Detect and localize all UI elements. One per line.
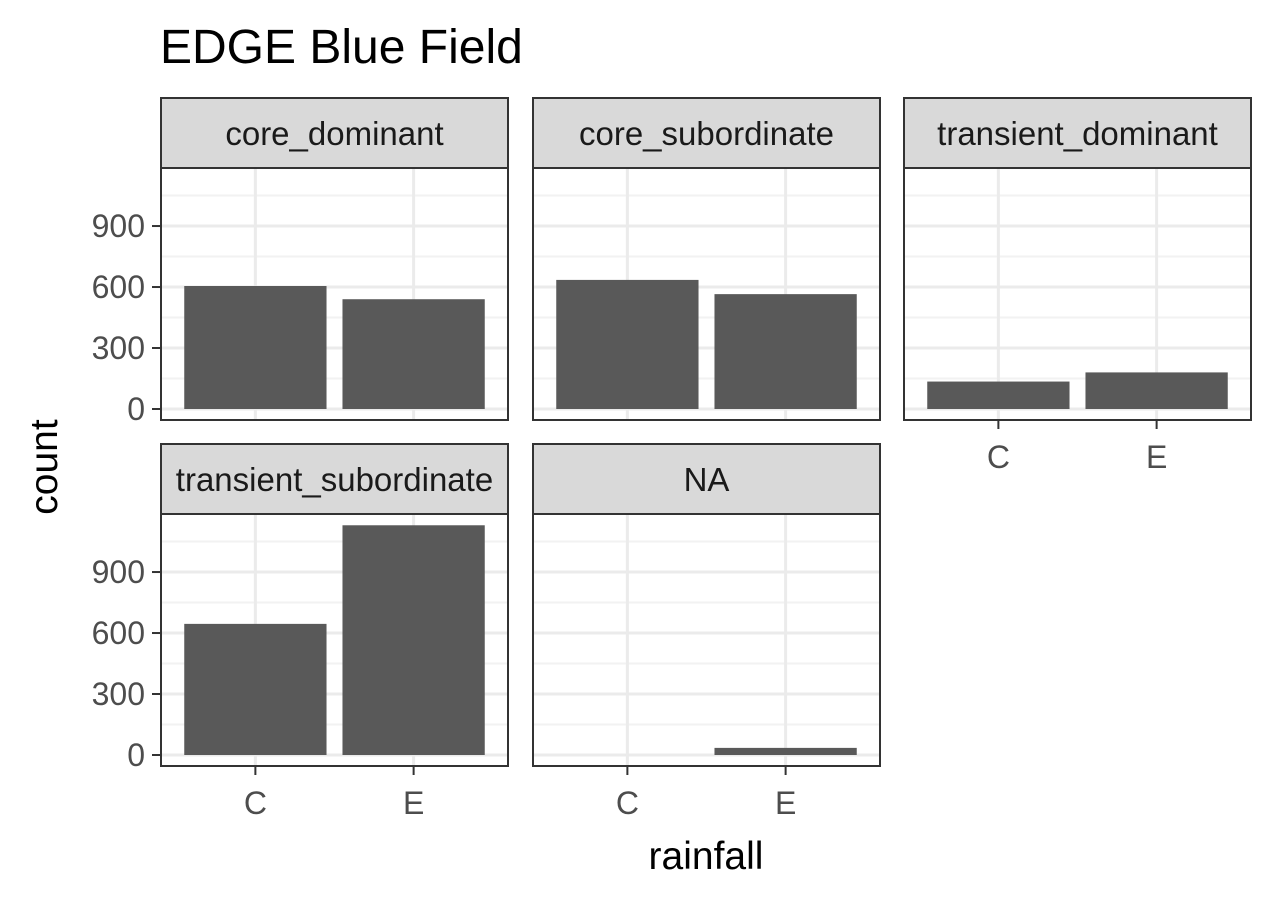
y-tick-label: 600 [92, 615, 145, 651]
panel-border [532, 167, 881, 421]
y-tick-label: 900 [92, 554, 145, 590]
panel-border [160, 167, 509, 421]
facet-strip [903, 97, 1252, 169]
bar-C [184, 623, 327, 755]
y-tick-label: 600 [92, 269, 145, 305]
facet-strip-label: NA [684, 461, 730, 498]
facet-strip-label: transient_subordinate [176, 461, 493, 498]
facet-strip-label: core_dominant [225, 115, 443, 152]
panel-border [532, 513, 881, 767]
facet-panel: core_dominant 0 300 600 900 [92, 97, 509, 427]
y-tick-label: 300 [92, 676, 145, 712]
facet-panel: transient_subordinate 0 300 600 900 C E [92, 443, 509, 821]
facet-panel: NA C E [532, 443, 881, 821]
bar-E [342, 525, 485, 755]
bar-E [714, 294, 857, 409]
x-tick-label: E [403, 785, 424, 821]
x-tick-label: C [244, 785, 267, 821]
facet-strip [160, 97, 509, 169]
bar-E [1085, 372, 1228, 409]
facet-panel: transient_dominant C E [903, 97, 1252, 475]
facet-strip [160, 443, 509, 515]
y-tick-label: 0 [127, 737, 145, 773]
facet-strip-label: transient_dominant [937, 115, 1218, 152]
facet-panel: core_subordinate [532, 97, 881, 421]
y-tick-label: 0 [127, 391, 145, 427]
bar-E [342, 299, 485, 409]
x-tick-label: E [1146, 439, 1167, 475]
x-tick-label: C [987, 439, 1010, 475]
bar-C [184, 286, 327, 409]
panel-border [160, 513, 509, 767]
facet-strip [532, 443, 881, 515]
x-tick-label: E [775, 785, 796, 821]
bar-C [556, 279, 699, 409]
chart-title: EDGE Blue Field [160, 21, 523, 74]
facet-strip-label: core_subordinate [579, 115, 834, 152]
y-axis-title: count [23, 419, 66, 515]
x-tick-label: C [616, 785, 639, 821]
y-tick-label: 900 [92, 208, 145, 244]
bar-C [927, 381, 1070, 409]
bar-E [714, 747, 857, 755]
panel-border [903, 167, 1252, 421]
facet-strip [532, 97, 881, 169]
y-tick-label: 300 [92, 330, 145, 366]
x-axis-title: rainfall [649, 835, 764, 878]
